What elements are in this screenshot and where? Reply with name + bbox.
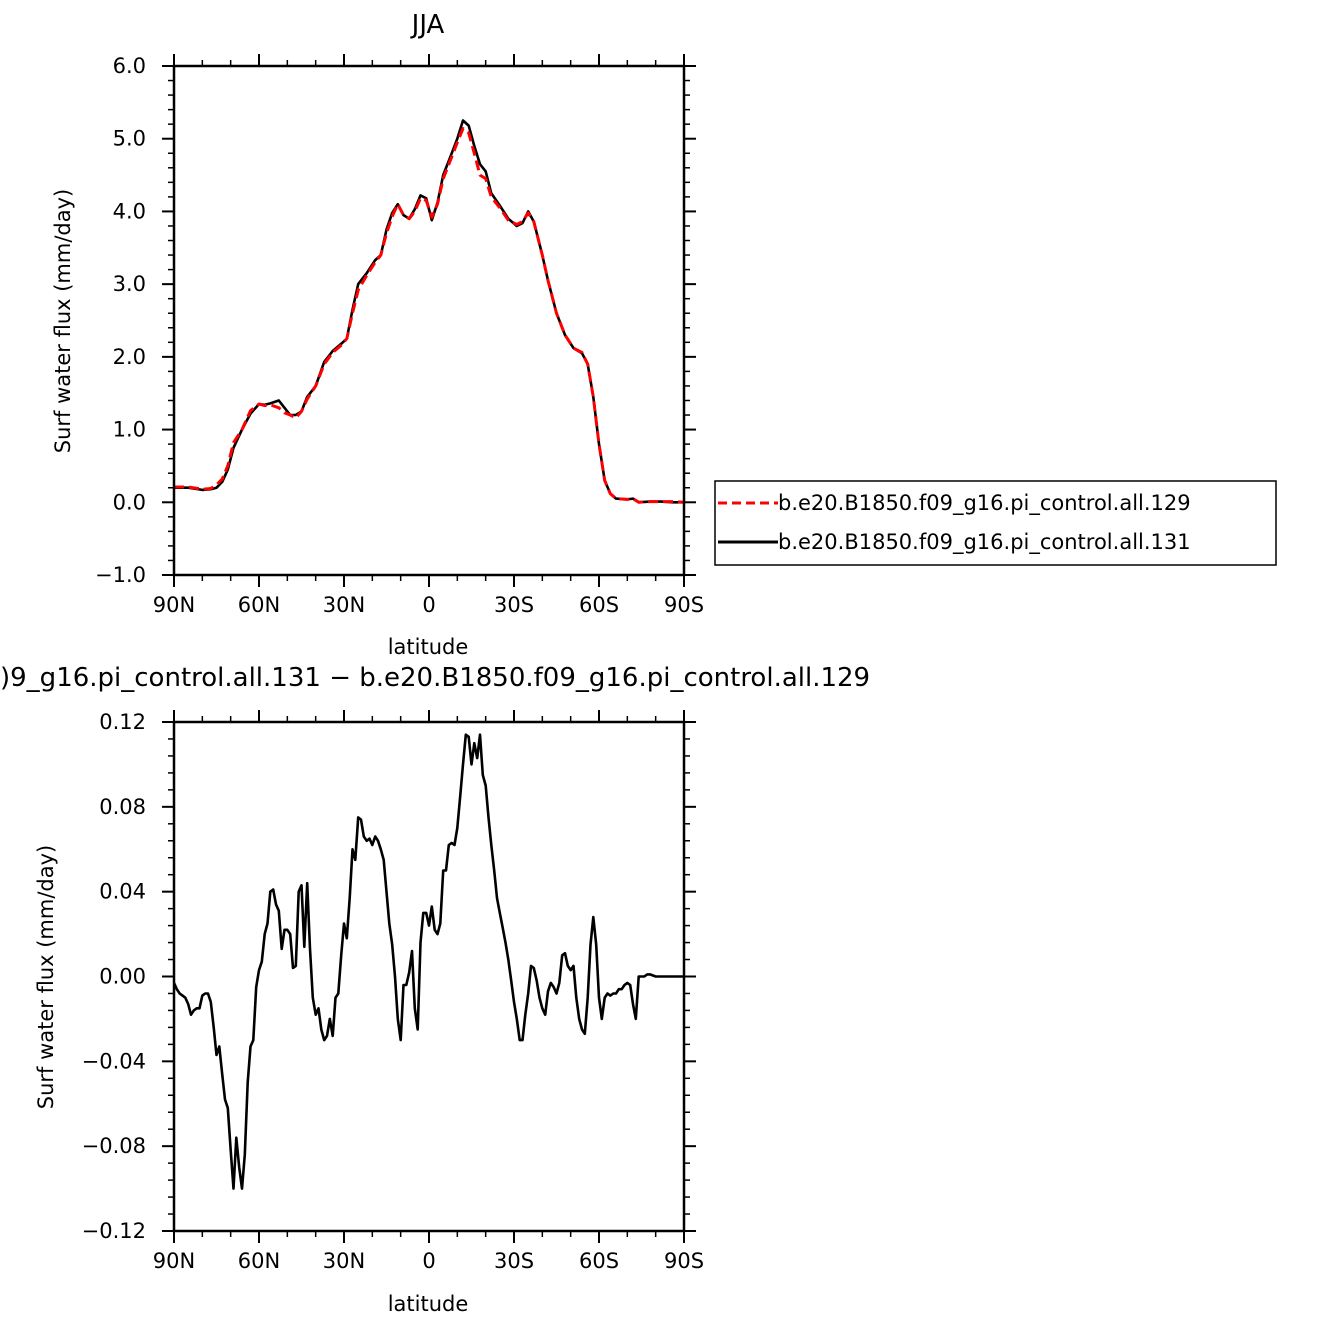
top-y-tick-label: 6.0 (113, 54, 146, 78)
bottom-x-tick-label: 60N (238, 1249, 280, 1273)
bottom-x-tick-label: 90N (153, 1249, 195, 1273)
top-x-tick-label: 90S (664, 593, 704, 617)
bottom-y-tick-label: −0.04 (82, 1049, 146, 1073)
bottom-line-chart: )9_g16.pi_control.all.131 − b.e20.B1850.… (0, 663, 870, 1316)
bottom-y-tick-label: 0.12 (99, 710, 146, 734)
bottom-y-tick-label: −0.12 (82, 1219, 146, 1243)
bottom-chart-title: )9_g16.pi_control.all.131 − b.e20.B1850.… (0, 663, 870, 693)
bottom-y-axis-title: Surf water flux (mm/day) (34, 845, 58, 1110)
legend-label-131: b.e20.B1850.f09_g16.pi_control.all.131 (778, 530, 1191, 555)
bottom-y-tick-label: 0.00 (99, 965, 146, 989)
top-line-chart: JJA 90N 60N 30N 0 30S 60S 90S −1.0 0.0 1.0 2.0 3.0 4… (51, 10, 1277, 659)
top-x-tick-label: 30N (323, 593, 365, 617)
top-x-tick-label: 90N (153, 593, 195, 617)
top-y-tick-label: 1.0 (113, 418, 146, 442)
bottom-x-tick-label: 30S (494, 1249, 534, 1273)
top-y-tick-label: −1.0 (95, 563, 146, 587)
bottom-y-tick-label: 0.04 (99, 880, 146, 904)
bottom-x-tick-label: 30N (323, 1249, 365, 1273)
top-x-tick-label: 30S (494, 593, 534, 617)
legend: b.e20.B1850.f09_g16.pi_control.all.129 b… (714, 480, 1277, 566)
bottom-y-tick-label: −0.08 (82, 1134, 146, 1158)
top-y-tick-label: 5.0 (113, 127, 146, 151)
legend-box (714, 480, 1277, 566)
top-series-line-1 (174, 119, 684, 504)
bottom-plot-frame (172, 720, 686, 1233)
top-plot-frame (172, 64, 686, 577)
top-y-tick-label: 4.0 (113, 199, 146, 223)
legend-label-129: b.e20.B1850.f09_g16.pi_control.all.129 (778, 491, 1191, 516)
top-y-axis-title: Surf water flux (mm/day) (51, 189, 75, 454)
top-chart-title: JJA (410, 10, 445, 40)
bottom-series-line-0 (172, 733, 684, 1190)
bottom-x-axis-title: latitude (388, 1292, 469, 1316)
top-y-tick-label: 0.0 (113, 490, 146, 514)
top-x-axis-title: latitude (388, 635, 469, 659)
top-y-tick-label: 2.0 (113, 345, 146, 369)
top-y-tick-label: 3.0 (113, 272, 146, 296)
top-series-line-0 (174, 127, 685, 504)
bottom-y-tick-label: 0.08 (99, 795, 146, 819)
top-x-tick-label: 60N (238, 593, 280, 617)
bottom-x-tick-label: 60S (579, 1249, 619, 1273)
top-x-tick-label: 60S (579, 593, 619, 617)
top-x-tick-label: 0 (422, 593, 435, 617)
bottom-x-tick-label: 0 (422, 1249, 435, 1273)
bottom-x-tick-label: 90S (664, 1249, 704, 1273)
